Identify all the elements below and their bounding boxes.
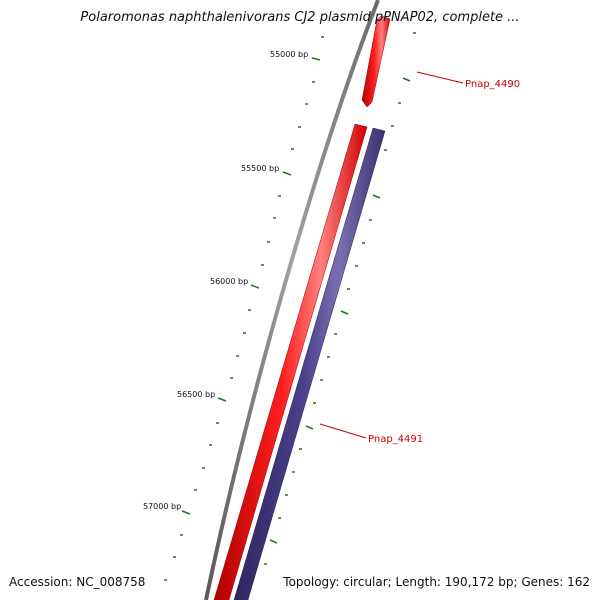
scale-label-56000: 56000 bp <box>210 277 248 286</box>
accession-label: Accession: NC_008758 <box>9 575 146 589</box>
scale-label-56500: 56500 bp <box>177 390 215 399</box>
scale-label-55500: 55500 bp <box>241 164 279 173</box>
gene-pnap-4491[interactable] <box>213 123 368 600</box>
scale-label-57000: 57000 bp <box>143 502 181 511</box>
genome-summary: Topology: circular; Length: 190,172 bp; … <box>283 575 590 589</box>
backbone-arc <box>204 0 380 600</box>
leader-line-pnap-4491 <box>319 423 367 439</box>
gene-label-pnap-4490[interactable]: Pnap_4490 <box>465 79 520 90</box>
scale-label-55000: 55000 bp <box>270 50 308 59</box>
gene-label-pnap-4491[interactable]: Pnap_4491 <box>368 434 423 445</box>
gene-pnap-4490[interactable] <box>361 15 391 108</box>
inner-tick-track <box>164 36 324 581</box>
leader-line-pnap-4490 <box>416 71 464 84</box>
map-title: Polaromonas naphthalenivorans CJ2 plasmi… <box>80 10 520 25</box>
outer-tick-track <box>264 32 416 565</box>
gene-track-purple[interactable] <box>233 127 386 600</box>
